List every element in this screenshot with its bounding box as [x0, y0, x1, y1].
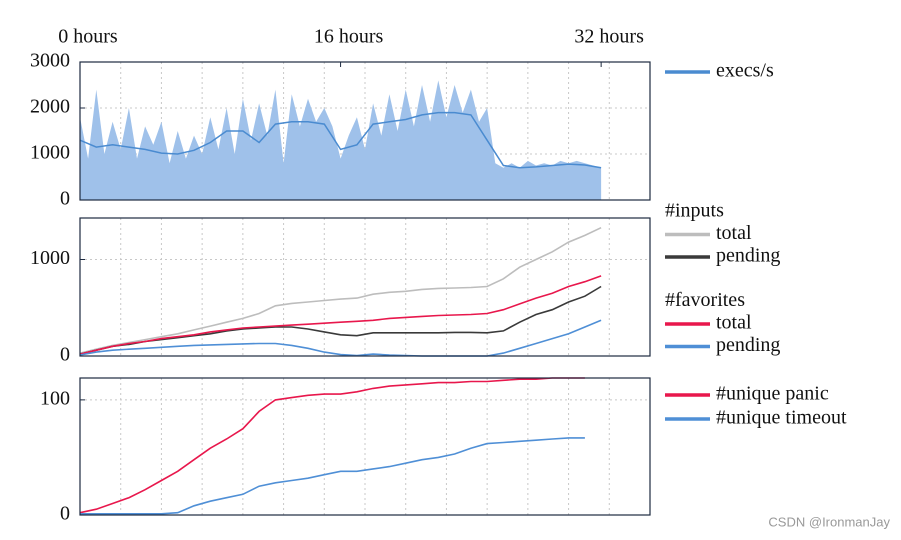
line	[79, 226, 602, 354]
y-tick-label: 3000	[30, 50, 70, 72]
legend-label: pending	[716, 245, 780, 267]
x-tick-label: 32 hours	[574, 26, 644, 48]
line	[79, 275, 602, 355]
legend-title: #favorites	[665, 289, 745, 311]
y-tick-label: 100	[40, 387, 70, 409]
legend-label: total	[716, 312, 752, 334]
y-tick-label: 1000	[30, 142, 70, 164]
area	[80, 80, 602, 200]
line	[79, 319, 602, 357]
legend-title: #inputs	[665, 200, 724, 222]
x-tick-label: 16 hours	[314, 26, 384, 48]
legend-label: pending	[716, 334, 780, 356]
legend-label: #unique panic	[716, 383, 829, 405]
line	[79, 285, 602, 355]
legend-label: #unique timeout	[716, 407, 847, 429]
smooth-line	[79, 111, 602, 169]
x-tick-label: 0 hours	[58, 26, 118, 48]
y-tick-label: 0	[60, 503, 70, 525]
line	[80, 437, 585, 515]
plot-frame	[79, 377, 651, 516]
legend-label: total	[716, 222, 752, 244]
watermark: CSDN @IronmanJay	[768, 514, 890, 529]
line	[79, 377, 585, 514]
legend-label: execs/s	[716, 60, 774, 82]
y-tick-label: 1000	[30, 247, 70, 269]
y-tick-label: 0	[60, 188, 70, 210]
plot-frame	[79, 61, 651, 201]
y-tick-label: 2000	[30, 96, 70, 118]
y-tick-label: 0	[60, 344, 70, 366]
plot-frame	[79, 217, 651, 357]
